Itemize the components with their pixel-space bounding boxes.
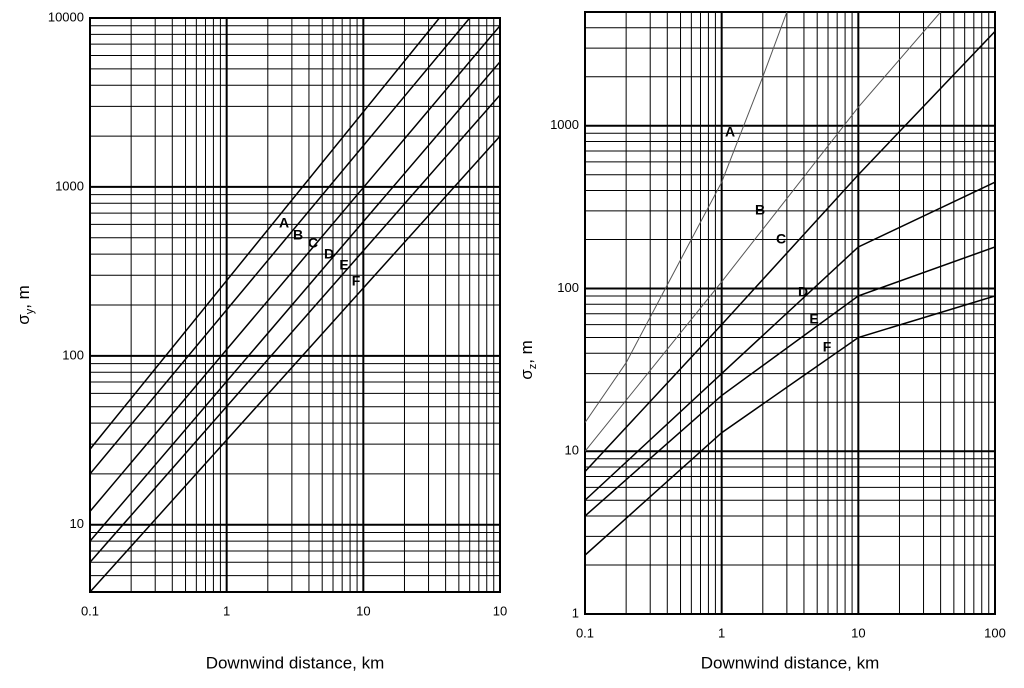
plot-frame bbox=[584, 11, 996, 615]
data-line bbox=[90, 18, 471, 475]
x-tick-label: 0.1 bbox=[576, 625, 594, 640]
y-tick-label: 10 bbox=[565, 443, 579, 458]
plot-frame bbox=[89, 17, 501, 593]
x-axis-label: Downwind distance, km bbox=[701, 653, 880, 672]
y-tick-label: 1000 bbox=[55, 178, 84, 193]
y-tick-label: 100 bbox=[62, 347, 84, 362]
series-label: A bbox=[279, 215, 289, 231]
series-label: C bbox=[776, 231, 786, 247]
series-label: E bbox=[809, 311, 818, 327]
y-axis-unit: , m bbox=[517, 340, 536, 364]
series-label: B bbox=[293, 227, 303, 243]
data-line bbox=[90, 25, 500, 512]
x-tick-label: 10 bbox=[851, 625, 865, 640]
y-tick-label: 1000 bbox=[550, 117, 579, 132]
x-tick-label: 0.1 bbox=[81, 603, 99, 618]
series-label: A bbox=[725, 124, 735, 140]
data-line bbox=[90, 94, 500, 563]
y-axis-label: σy, m bbox=[14, 285, 35, 325]
data-line bbox=[585, 12, 941, 452]
y-axis-symbol: σ bbox=[517, 369, 536, 380]
data-line bbox=[90, 18, 440, 450]
data-line bbox=[90, 61, 500, 542]
x-axis-label: Downwind distance, km bbox=[206, 653, 385, 672]
series-label: D bbox=[798, 284, 808, 300]
series-label: B bbox=[755, 202, 765, 218]
x-tick-label: 1 bbox=[718, 625, 725, 640]
y-axis-symbol: σ bbox=[14, 314, 33, 325]
x-tick-label: 100 bbox=[984, 625, 1006, 640]
series-label: D bbox=[324, 246, 334, 262]
x-tick-label: 10 bbox=[356, 603, 370, 618]
y-tick-label: 10000 bbox=[48, 9, 84, 24]
y-axis-subscript: y bbox=[24, 308, 36, 314]
data-line bbox=[585, 181, 995, 501]
y-tick-label: 100 bbox=[557, 280, 579, 295]
data-line bbox=[90, 135, 500, 592]
series-label: F bbox=[352, 273, 361, 289]
series-label: C bbox=[308, 235, 318, 251]
series-label: E bbox=[339, 257, 348, 273]
y-axis-unit: , m bbox=[14, 285, 33, 309]
x-tick-label: 10 bbox=[493, 603, 507, 618]
plot-area bbox=[585, 12, 995, 614]
y-axis-label: σz, m bbox=[517, 340, 538, 380]
data-line bbox=[585, 246, 995, 517]
data-line bbox=[585, 12, 788, 423]
y-tick-label: 10 bbox=[70, 516, 84, 531]
chart: 0.1 1 10 100 1 10 100 1000 A BC DEF Downwind distan… bbox=[517, 11, 1006, 672]
data-line bbox=[585, 30, 995, 473]
y-axis-subscript: z bbox=[527, 364, 539, 370]
y-tick-label: 1 bbox=[572, 605, 579, 620]
x-tick-label: 1 bbox=[223, 603, 230, 618]
series-label: F bbox=[823, 339, 832, 355]
data-line bbox=[585, 295, 995, 556]
